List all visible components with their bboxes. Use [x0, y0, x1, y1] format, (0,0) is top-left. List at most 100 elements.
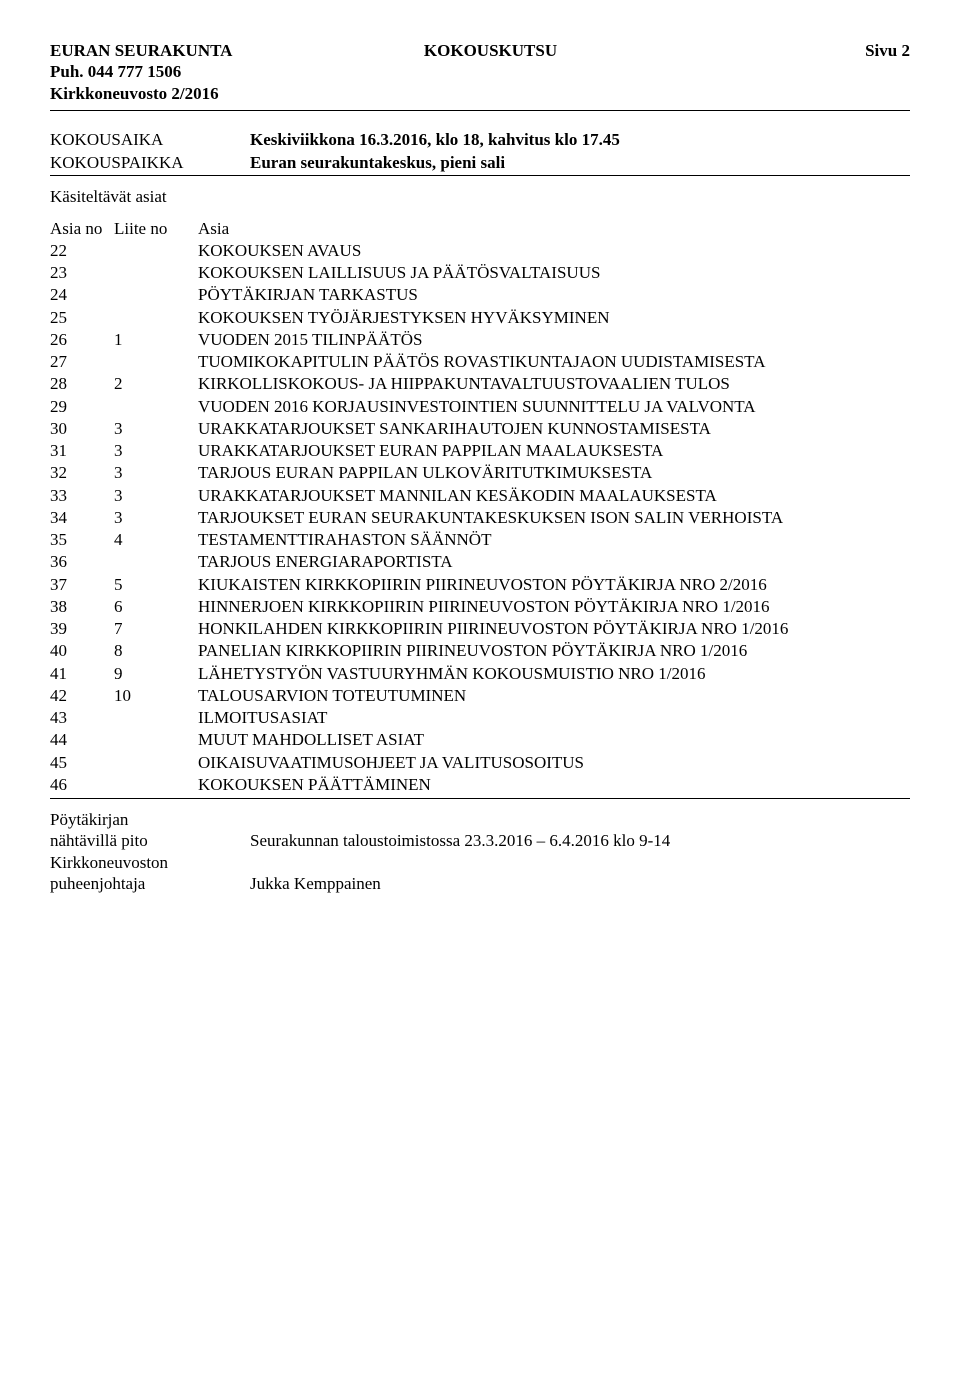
agenda-asia-text: ILMOITUSASIAT: [198, 707, 910, 729]
meeting-time-value: Keskiviikkona 16.3.2016, klo 18, kahvitu…: [250, 129, 620, 150]
agenda-row: 408PANELIAN KIRKKOPIIRIN PIIRINEUVOSTON …: [50, 640, 910, 662]
meeting-time-label: KOKOUSAIKA: [50, 129, 250, 150]
agenda-row: 45 OIKAISUVAATIMUSOHJEET JA VALITUSOSOITU…: [50, 752, 910, 774]
footer-separator: [50, 798, 910, 799]
agenda-liite-no: [114, 284, 198, 306]
agenda-row: 46KOKOUKSEN PÄÄTTÄMINEN: [50, 774, 910, 796]
agenda-row: 386HINNERJOEN KIRKKOPIIRIN PIIRINEUVOSTO…: [50, 596, 910, 618]
meeting-separator: [50, 175, 910, 176]
agenda-liite-no: 5: [114, 574, 198, 596]
agenda-asia-text: HINNERJOEN KIRKKOPIIRIN PIIRINEUVOSTON P…: [198, 596, 910, 618]
agenda-asia-no: 32: [50, 462, 114, 484]
agenda-asia-text: VUODEN 2015 TILINPÄÄTÖS: [198, 329, 910, 351]
agenda-asia-text: KIRKOLLISKOKOUS- JA HIIPPAKUNTAVALTUUSTO…: [198, 373, 910, 395]
agenda-asia-text: KOKOUKSEN AVAUS: [198, 240, 910, 262]
agenda-row: 36 TARJOUS ENERGIARAPORTISTA: [50, 551, 910, 573]
agenda-asia-text: KOKOUKSEN LAILLISUUS JA PÄÄTÖSVALTAISUUS: [198, 262, 910, 284]
agenda-asia-no: 44: [50, 729, 114, 751]
agenda-asia-no: 43: [50, 707, 114, 729]
agenda-liite-no: 8: [114, 640, 198, 662]
agenda-asia-text: URAKKATARJOUKSET SANKARIHAUTOJEN KUNNOST…: [198, 418, 910, 440]
agenda-asia-no: 34: [50, 507, 114, 529]
meeting-place-value: Euran seurakuntakeskus, pieni sali: [250, 152, 505, 173]
agenda-liite-no: [114, 307, 198, 329]
agenda-asia-no: 40: [50, 640, 114, 662]
minutes-row: nähtävillä pito Seurakunnan taloustoimis…: [50, 830, 910, 851]
col-header-asia: Asia: [198, 218, 910, 240]
agenda-liite-no: 4: [114, 529, 198, 551]
chair-row: puheenjohtaja Jukka Kemppainen: [50, 873, 910, 894]
agenda-row: 343TARJOUKSET EURAN SEURAKUNTAKESKUKSEN …: [50, 507, 910, 529]
agenda-row: 43 ILMOITUSASIAT: [50, 707, 910, 729]
phone-line: Puh. 044 777 1506: [50, 61, 910, 82]
agenda-header-row: Asia no Liite no Asia: [50, 218, 910, 240]
agenda-row: 23KOKOUKSEN LAILLISUUS JA PÄÄTÖSVALTAISU…: [50, 262, 910, 284]
agenda-asia-text: TUOMIKOKAPITULIN PÄÄTÖS ROVASTIKUNTAJAON…: [198, 351, 910, 373]
agenda-asia-no: 41: [50, 663, 114, 685]
agenda-asia-text: LÄHETYSTYÖN VASTUURYHMÄN KOKOUSMUISTIO N…: [198, 663, 910, 685]
agenda-asia-no: 39: [50, 618, 114, 640]
agenda-liite-no: 3: [114, 485, 198, 507]
agenda-asia-no: 28: [50, 373, 114, 395]
agenda-asia-text: HONKILAHDEN KIRKKOPIIRIN PIIRINEUVOSTON …: [198, 618, 910, 640]
agenda-liite-no: 6: [114, 596, 198, 618]
chair-label-line1: Kirkkoneuvoston: [50, 852, 910, 873]
agenda-asia-no: 36: [50, 551, 114, 573]
agenda-row: 22KOKOUKSEN AVAUS: [50, 240, 910, 262]
agenda-asia-text: TARJOUKSET EURAN SEURAKUNTAKESKUKSEN ISO…: [198, 507, 910, 529]
agenda-liite-no: 3: [114, 418, 198, 440]
agenda-asia-text: VUODEN 2016 KORJAUSINVESTOINTIEN SUUNNIT…: [198, 396, 910, 418]
minutes-label-line1: Pöytäkirjan: [50, 809, 910, 830]
agenda-asia-text: PÖYTÄKIRJAN TARKASTUS: [198, 284, 910, 306]
agenda-row: 4210TALOUSARVION TOTEUTUMINEN: [50, 685, 910, 707]
org-name: EURAN SEURAKUNTA: [50, 40, 424, 61]
agenda-asia-text: TALOUSARVION TOTEUTUMINEN: [198, 685, 910, 707]
chair-value: Jukka Kemppainen: [250, 873, 381, 894]
agenda-asia-text: URAKKATARJOUKSET EURAN PAPPILAN MAALAUKS…: [198, 440, 910, 462]
agenda-liite-no: 9: [114, 663, 198, 685]
col-header-liite-no: Liite no: [114, 218, 198, 240]
agenda-row: 354TESTAMENTTIRAHASTON SÄÄNNÖT: [50, 529, 910, 551]
agenda-asia-no: 24: [50, 284, 114, 306]
board-line: Kirkkoneuvosto 2/2016: [50, 83, 910, 104]
agenda-liite-no: 3: [114, 507, 198, 529]
agenda-asia-text: TARJOUS EURAN PAPPILAN ULKOVÄRITUTKIMUKS…: [198, 462, 910, 484]
agenda-asia-text: URAKKATARJOUKSET MANNILAN KESÄKODIN MAAL…: [198, 485, 910, 507]
agenda-row: 333URAKKATARJOUKSET MANNILAN KESÄKODIN M…: [50, 485, 910, 507]
agenda-row: 27TUOMIKOKAPITULIN PÄÄTÖS ROVASTIKUNTAJA…: [50, 351, 910, 373]
agenda-asia-no: 31: [50, 440, 114, 462]
agenda-asia-text: TESTAMENTTIRAHASTON SÄÄNNÖT: [198, 529, 910, 551]
agenda-table: Asia no Liite no Asia 22KOKOUKSEN AVAUS2…: [50, 218, 910, 797]
agenda-row: 313URAKKATARJOUKSET EURAN PAPPILAN MAALA…: [50, 440, 910, 462]
agenda-asia-no: 42: [50, 685, 114, 707]
agenda-asia-no: 25: [50, 307, 114, 329]
col-header-asia-no: Asia no: [50, 218, 114, 240]
meeting-place-label: KOKOUSPAIKKA: [50, 152, 250, 173]
subject-heading: Käsiteltävät asiat: [50, 186, 910, 207]
minutes-value: Seurakunnan taloustoimistossa 23.3.2016 …: [250, 830, 670, 851]
agenda-liite-no: 3: [114, 462, 198, 484]
agenda-asia-text: KOKOUKSEN PÄÄTTÄMINEN: [198, 774, 910, 796]
agenda-liite-no: [114, 729, 198, 751]
agenda-row: 24 PÖYTÄKIRJAN TARKASTUS: [50, 284, 910, 306]
agenda-asia-no: 37: [50, 574, 114, 596]
agenda-asia-text: KIUKAISTEN KIRKKOPIIRIN PIIRINEUVOSTON P…: [198, 574, 910, 596]
agenda-liite-no: [114, 774, 198, 796]
agenda-liite-no: 3: [114, 440, 198, 462]
agenda-asia-text: OIKAISUVAATIMUSOHJEET JA VALITUSOSOITUS: [198, 752, 910, 774]
agenda-row: 44MUUT MAHDOLLISET ASIAT: [50, 729, 910, 751]
agenda-asia-text: TARJOUS ENERGIARAPORTISTA: [198, 551, 910, 573]
agenda-asia-no: 45: [50, 752, 114, 774]
header-separator: [50, 110, 910, 111]
agenda-liite-no: 1: [114, 329, 198, 351]
meeting-time-row: KOKOUSAIKA Keskiviikkona 16.3.2016, klo …: [50, 129, 910, 150]
agenda-asia-no: 30: [50, 418, 114, 440]
minutes-label-line2: nähtävillä pito: [50, 830, 250, 851]
agenda-liite-no: 7: [114, 618, 198, 640]
agenda-row: 261VUODEN 2015 TILINPÄÄTÖS: [50, 329, 910, 351]
agenda-row: 282KIRKOLLISKOKOUS- JA HIIPPAKUNTAVALTUU…: [50, 373, 910, 395]
agenda-row: 25KOKOUKSEN TYÖJÄRJESTYKSEN HYVÄKSYMINEN: [50, 307, 910, 329]
agenda-row: 419LÄHETYSTYÖN VASTUURYHMÄN KOKOUSMUISTI…: [50, 663, 910, 685]
agenda-liite-no: 10: [114, 685, 198, 707]
agenda-row: 375KIUKAISTEN KIRKKOPIIRIN PIIRINEUVOSTO…: [50, 574, 910, 596]
